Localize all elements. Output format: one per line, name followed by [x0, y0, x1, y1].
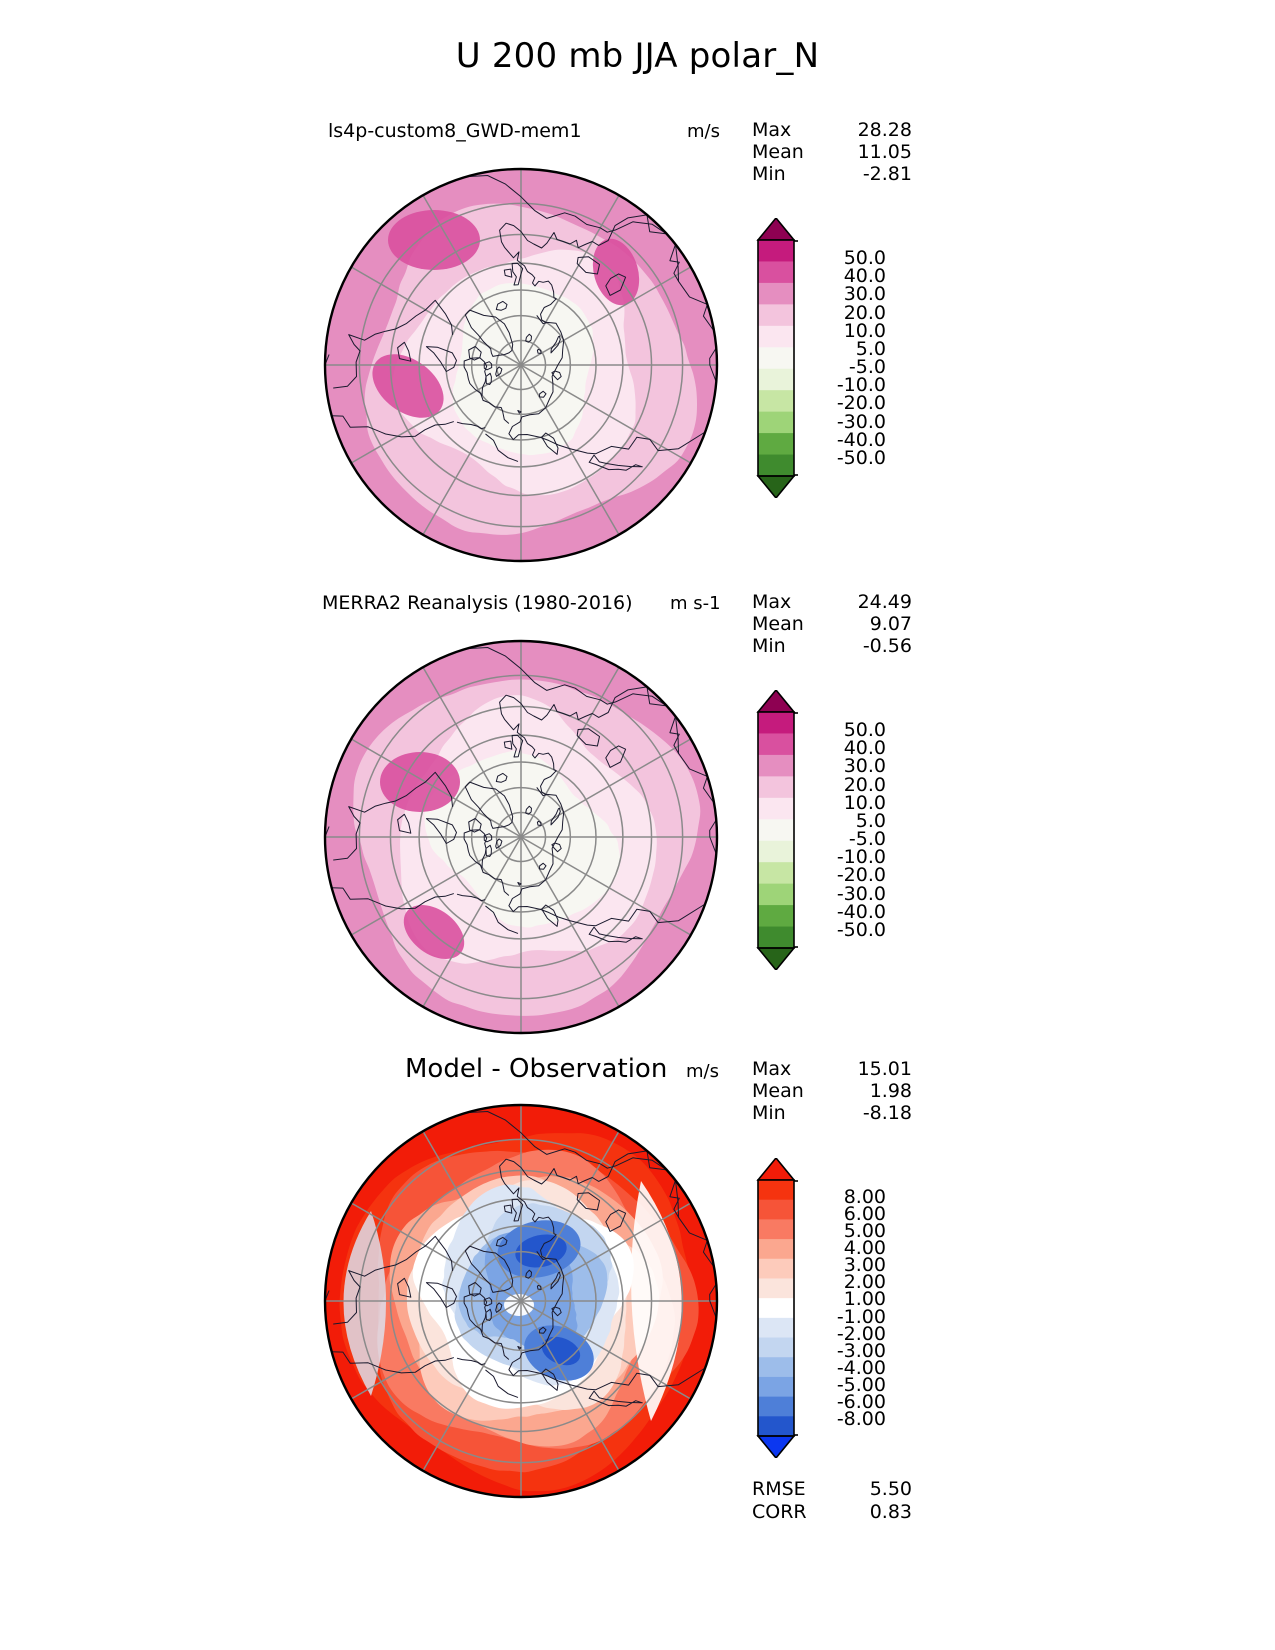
colorbar-tick-label: 10.0 — [843, 319, 886, 342]
colorbar-tick-label: 50.0 — [843, 247, 886, 270]
colorbar-tick-label: -50.0 — [836, 446, 886, 469]
stat-row: Mean 11.05 — [752, 141, 912, 163]
colorbar-tick-label: -40.0 — [836, 900, 886, 923]
panel-difference-units: m/s — [686, 1061, 719, 1082]
stat-key: Min — [752, 163, 786, 185]
stat-row: Min -8.18 — [752, 1102, 912, 1124]
panel-observation-stats: Max 24.49 Mean 9.07 Min -0.56 — [752, 591, 912, 657]
stat-key: Mean — [752, 141, 804, 163]
colorbar-tick-label: -50.0 — [836, 918, 886, 941]
footer-metrics: RMSE 5.50 CORR 0.83 — [752, 1478, 912, 1524]
colorbar-tick-label: 3.00 — [843, 1254, 886, 1277]
stat-key: Max — [752, 119, 792, 141]
stat-row: Max 24.49 — [752, 591, 912, 613]
colorbar-tick-label: 30.0 — [843, 755, 886, 778]
panel-observation-units: m s-1 — [670, 593, 721, 614]
stat-key: Max — [752, 591, 792, 613]
colorbar-tick-label: -4.00 — [836, 1356, 886, 1379]
stat-row: Min -0.56 — [752, 635, 912, 657]
polar-map-model — [316, 160, 726, 570]
panel-observation-title: MERRA2 Reanalysis (1980-2016) — [322, 592, 633, 614]
colorbar-tick-label: -20.0 — [836, 864, 886, 887]
colorbar-tick-label: 6.00 — [843, 1203, 886, 1226]
colorbar-model: 50.0 40.0 30.0 20.0 10.0 5.0 -5.0 -10.0 -20.0 -30… — [748, 218, 886, 498]
stat-row: Max 15.01 — [752, 1058, 912, 1080]
panel-difference-stats: Max 15.01 Mean 1.98 Min -8.18 — [752, 1058, 912, 1124]
stat-value: -0.56 — [862, 635, 912, 657]
panel-model-title: ls4p-custom8_GWD-mem1 — [328, 120, 582, 142]
stat-value: 28.28 — [857, 119, 912, 141]
colorbar-tick-label: -3.00 — [836, 1339, 886, 1362]
colorbar-tick-label: -10.0 — [836, 374, 886, 397]
colorbar-tick-label: 20.0 — [843, 773, 886, 796]
stat-value: 1.98 — [869, 1080, 912, 1102]
stat-row: Mean 1.98 — [752, 1080, 912, 1102]
stat-key: Max — [752, 1058, 792, 1080]
colorbar-tick-label: 5.0 — [855, 809, 886, 832]
panel-model-units: m/s — [687, 121, 720, 142]
colorbar-tick-label: -30.0 — [836, 410, 886, 433]
metric-value: 5.50 — [869, 1478, 912, 1500]
stat-value: 24.49 — [857, 591, 912, 613]
colorbar-tick-label: -30.0 — [836, 882, 886, 905]
colorbar-tick-label: 50.0 — [843, 719, 886, 742]
colorbar-tick-label: -5.00 — [836, 1373, 886, 1396]
colorbar-difference: 8.00 6.00 5.00 4.00 3.00 2.00 1.00 -1.00 -2.00 -3… — [748, 1158, 886, 1458]
colorbar-tick-label: 5.00 — [843, 1220, 886, 1243]
stat-row: Min -2.81 — [752, 163, 912, 185]
metric-value: 0.83 — [869, 1501, 912, 1523]
stat-key: Mean — [752, 613, 804, 635]
colorbar-tick-label: -5.0 — [848, 356, 886, 379]
colorbar-tick-label: -20.0 — [836, 392, 886, 415]
metric-key: CORR — [752, 1501, 807, 1523]
stat-value: 15.01 — [857, 1058, 912, 1080]
stat-key: Min — [752, 635, 786, 657]
panel-model-stats: Max 28.28 Mean 11.05 Min -2.81 — [752, 119, 912, 185]
colorbar-tick-label: -10.0 — [836, 846, 886, 869]
colorbar-tick-label: 30.0 — [843, 283, 886, 306]
colorbar-tick-label: 4.00 — [843, 1237, 886, 1260]
colorbar-observation: 50.0 40.0 30.0 20.0 10.0 5.0 -5.0 -10.0 -20.0 -30… — [748, 690, 886, 970]
colorbar-tick-label: 40.0 — [843, 737, 886, 760]
colorbar-tick-label: 40.0 — [843, 265, 886, 288]
colorbar-tick-label: -2.00 — [836, 1322, 886, 1345]
colorbar-tick-label: 2.00 — [843, 1271, 886, 1294]
panel-difference-title: Model - Observation — [405, 1054, 668, 1084]
stat-key: Min — [752, 1102, 786, 1124]
colorbar-tick-label: -1.00 — [836, 1305, 886, 1328]
colorbar-tick-label: 20.0 — [843, 301, 886, 324]
stat-row: Max 28.28 — [752, 119, 912, 141]
colorbar-tick-label: 5.0 — [855, 337, 886, 360]
figure-title: U 200 mb JJA polar_N — [455, 36, 820, 76]
metric-key: RMSE — [752, 1478, 806, 1500]
colorbar-tick-label: -8.00 — [836, 1407, 886, 1430]
stat-row: Mean 9.07 — [752, 613, 912, 635]
colorbar-tick-label: -40.0 — [836, 428, 886, 451]
colorbar-tick-label: 8.00 — [843, 1186, 886, 1209]
stat-value: 11.05 — [857, 141, 912, 163]
stat-value: -8.18 — [862, 1102, 912, 1124]
polar-map-observation — [316, 632, 726, 1042]
polar-map-difference — [316, 1096, 726, 1506]
stat-value: -2.81 — [862, 163, 912, 185]
stat-value: 9.07 — [869, 613, 912, 635]
metric-row: CORR 0.83 — [752, 1501, 912, 1524]
colorbar-tick-label: 10.0 — [843, 791, 886, 814]
colorbar-tick-label: -6.00 — [836, 1390, 886, 1413]
stat-key: Mean — [752, 1080, 804, 1102]
metric-row: RMSE 5.50 — [752, 1478, 912, 1501]
colorbar-tick-label: -5.0 — [848, 828, 886, 851]
colorbar-tick-label: 1.00 — [843, 1288, 886, 1311]
